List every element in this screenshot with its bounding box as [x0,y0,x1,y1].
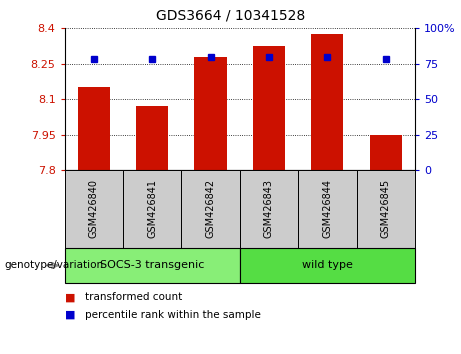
Bar [240,248,415,283]
Bar [370,135,402,170]
Text: GSM426843: GSM426843 [264,179,274,238]
Bar [65,248,240,283]
Text: genotype/variation: genotype/variation [5,261,104,270]
Bar [298,170,356,248]
Bar [240,170,298,248]
Bar [65,170,123,248]
Bar [253,46,285,170]
Bar [123,170,181,248]
Text: GSM426842: GSM426842 [206,179,216,239]
Bar [311,34,343,170]
Text: GDS3664 / 10341528: GDS3664 / 10341528 [156,9,305,23]
Bar [356,170,415,248]
Text: GSM426840: GSM426840 [89,179,99,238]
Text: ■: ■ [65,292,75,302]
Bar [195,57,226,170]
Text: transformed count: transformed count [85,292,183,302]
Text: ■: ■ [65,310,75,320]
Text: wild type: wild type [302,261,353,270]
Text: SOCS-3 transgenic: SOCS-3 transgenic [100,261,204,270]
Bar [181,170,240,248]
Text: GSM426845: GSM426845 [381,179,391,239]
Bar [77,87,110,170]
Text: GSM426844: GSM426844 [322,179,332,238]
Text: GSM426841: GSM426841 [147,179,157,238]
Text: percentile rank within the sample: percentile rank within the sample [85,310,261,320]
Bar [136,106,168,170]
